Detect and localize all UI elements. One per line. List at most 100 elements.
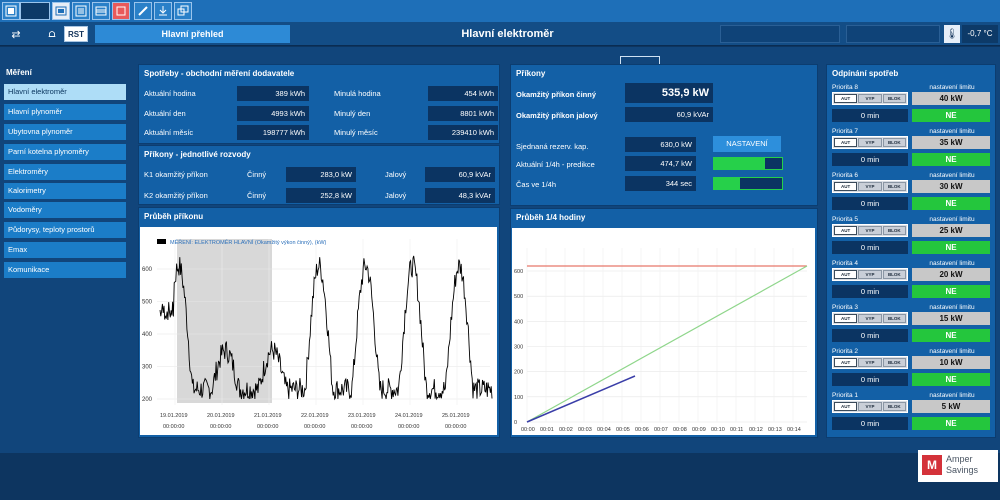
mode-vyp-button[interactable]: VYP [858, 182, 882, 191]
minutes-value: 0 min [832, 109, 908, 122]
header-bar: ⇄ RST Hlavní přehled Hlavní elektroměr 🌡… [0, 22, 1000, 46]
bell-icon[interactable] [44, 26, 60, 42]
mode-blok-button[interactable]: BLOK [882, 358, 906, 367]
mode-aut-button[interactable]: AUT [834, 314, 858, 323]
limit-value-field[interactable]: 15 kW [912, 312, 990, 325]
x-tick-time: 00:00:00 [163, 424, 184, 430]
sidebar-item-ubytovna-plynomer[interactable]: Ubytovna plynoměr [4, 124, 126, 140]
priority-block: Priorita 1 nastavení limitu AUT VYP BLOK 5 kW… [832, 392, 992, 432]
odpinani-title: Odpínání spotřeb [832, 69, 899, 78]
x-tick-time: 00:00:00 [445, 424, 466, 430]
reset-button[interactable]: RST [64, 26, 88, 42]
legend-label: MĚŘENÍ: ELEKTROMĚR HLAVNÍ (Okamžitý výko… [170, 238, 327, 246]
rozvody-label: Činný [247, 191, 267, 200]
rozvody-label: Jalový [385, 170, 407, 179]
top-toolbar [0, 0, 1000, 22]
outdoor-temperature: -0,7 °C [962, 25, 998, 43]
swap-icon[interactable]: ⇄ [11, 28, 21, 41]
sidebar-item-parni-kotelna[interactable]: Parní kotelna plynoměry [4, 144, 126, 160]
rezerv-label: Sjednaná rezerv. kap. [516, 142, 589, 151]
mode-aut-button[interactable]: AUT [834, 94, 858, 103]
state-indicator: NE [912, 373, 990, 386]
window-icon[interactable] [174, 2, 192, 20]
priority-block: Priorita 7 nastavení limitu AUT VYP BLOK 35 k… [832, 128, 992, 168]
limit-label: nastavení limitu [929, 128, 975, 135]
mode-aut-button[interactable]: AUT [834, 270, 858, 279]
sidebar-item-hlavni-elektromer[interactable]: Hlavní elektroměr [4, 84, 126, 100]
mode-blok-button[interactable]: BLOK [882, 138, 906, 147]
x-tick-date: 22.01.2019 [301, 413, 329, 419]
mode-vyp-button[interactable]: VYP [858, 226, 882, 235]
mode-aut-button[interactable]: AUT [834, 182, 858, 191]
rozvody-label: Jalový [385, 191, 407, 200]
limit-value-field[interactable]: 25 kW [912, 224, 990, 237]
mode-vyp-button[interactable]: VYP [858, 402, 882, 411]
mode-selector: AUT VYP BLOK [832, 400, 908, 413]
spotreby-value: 4993 kWh [237, 106, 309, 121]
state-indicator: NE [912, 109, 990, 122]
priority-name: Priorita 5 [832, 216, 859, 223]
pencil-icon[interactable] [134, 2, 152, 20]
x-tick-date: 20.01.2019 [207, 413, 235, 419]
limit-value-field[interactable]: 40 kW [912, 92, 990, 105]
limit-value-field[interactable]: 10 kW [912, 356, 990, 369]
mode-blok-button[interactable]: BLOK [882, 270, 906, 279]
sidebar-item-komunikace[interactable]: Komunikace [4, 262, 126, 278]
rezerv-value: 630,0 kW [625, 137, 696, 152]
mode-blok-button[interactable]: BLOK [882, 314, 906, 323]
y-tick-label: 300 [514, 345, 523, 351]
ctvrthodina-chart-svg: 600 500 400 300 200 100 0 00:00 00:01 00:02 00:03… [514, 248, 808, 433]
spotreby-label: Minulý měsíc [334, 128, 378, 137]
priority-name: Priorita 2 [832, 348, 859, 355]
limit-value-field[interactable]: 30 kW [912, 180, 990, 193]
mode-vyp-button[interactable]: VYP [858, 138, 882, 147]
predikce-label: Aktuální 1/4h - predikce [516, 160, 595, 169]
x-tick-label: 00:04 [597, 427, 611, 433]
minutes-value: 0 min [832, 197, 908, 210]
rozvody-value: 60,9 kVAr [425, 167, 495, 182]
home-icon[interactable] [2, 2, 20, 20]
limit-value-field[interactable]: 20 kW [912, 268, 990, 281]
spotreby-value: 389 kWh [237, 86, 309, 101]
y-tick-label: 200 [142, 397, 153, 403]
mode-vyp-button[interactable]: VYP [858, 314, 882, 323]
sidebar-item-emax[interactable]: Emax [4, 242, 126, 258]
sidebar-item-hlavni-plynomer[interactable]: Hlavní plynoměr [4, 104, 126, 120]
download-icon[interactable] [154, 2, 172, 20]
list-icon[interactable] [72, 2, 90, 20]
mode-aut-button[interactable]: AUT [834, 226, 858, 235]
y-tick-label: 400 [142, 332, 153, 338]
state-indicator: NE [912, 153, 990, 166]
nastaveni-button[interactable]: NASTAVENÍ [713, 136, 781, 152]
limit-value-field[interactable]: 35 kW [912, 136, 990, 149]
sidebar-item-kalorimetry[interactable]: Kalorimetry [4, 183, 126, 199]
sidebar-item-vodomery[interactable]: Vodoměry [4, 202, 126, 218]
sidebar-item-elektromery[interactable]: Elektroměry [4, 164, 126, 180]
priority-block: Priorita 2 nastavení limitu AUT VYP BLOK 10 k… [832, 348, 992, 388]
mode-blok-button[interactable]: BLOK [882, 94, 906, 103]
mode-vyp-button[interactable]: VYP [858, 94, 882, 103]
mode-aut-button[interactable]: AUT [834, 358, 858, 367]
mode-aut-button[interactable]: AUT [834, 402, 858, 411]
priority-block: Priorita 6 nastavení limitu AUT VYP BLOK 30 k… [832, 172, 992, 212]
blank-button[interactable] [20, 2, 50, 20]
mode-vyp-button[interactable]: VYP [858, 358, 882, 367]
overview-icon[interactable] [52, 2, 70, 20]
mode-aut-button[interactable]: AUT [834, 138, 858, 147]
table-icon[interactable] [92, 2, 110, 20]
mode-blok-button[interactable]: BLOK [882, 226, 906, 235]
mode-blok-button[interactable]: BLOK [882, 182, 906, 191]
mode-vyp-button[interactable]: VYP [858, 270, 882, 279]
limit-value-field[interactable]: 5 kW [912, 400, 990, 413]
limit-label: nastavení limitu [929, 304, 975, 311]
x-tick-date: 25.01.2019 [442, 413, 470, 419]
x-tick-time: 00:00:00 [210, 424, 231, 430]
x-tick-date: 19.01.2019 [160, 413, 188, 419]
mode-blok-button[interactable]: BLOK [882, 402, 906, 411]
x-tick-label: 00:10 [711, 427, 725, 433]
sidebar-item-pudorysy[interactable]: Půdorysy, teploty prostorů [4, 222, 126, 238]
limit-label: nastavení limitu [929, 348, 975, 355]
y-tick-label: 300 [142, 365, 153, 371]
alarm-icon[interactable] [112, 2, 130, 20]
tab-main-overview[interactable]: Hlavní přehled [95, 25, 290, 43]
